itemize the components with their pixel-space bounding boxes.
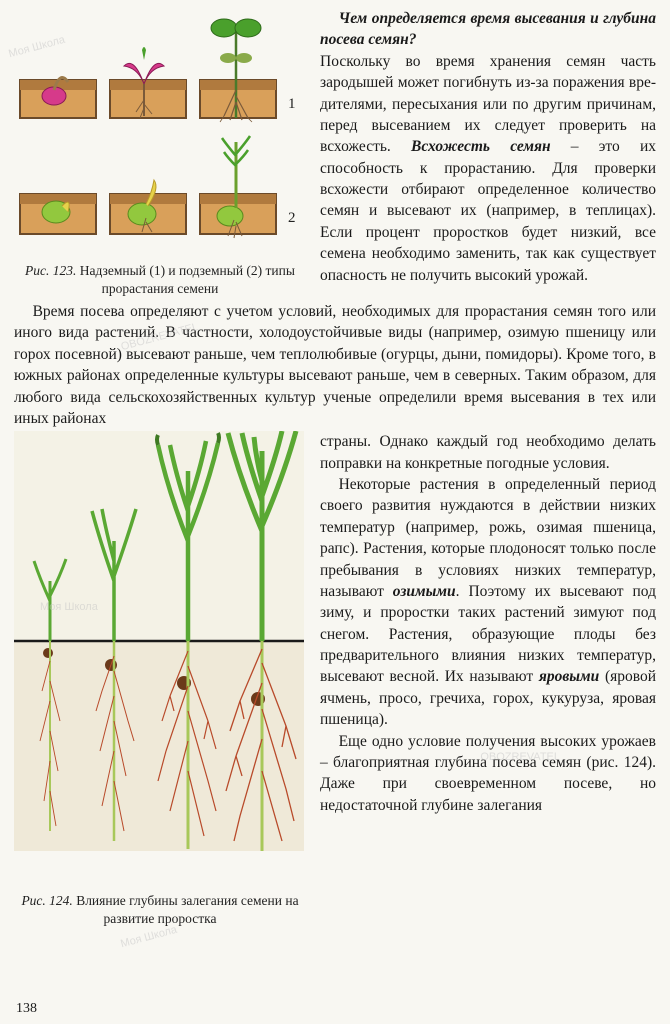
term-germination: Всхожесть семян [411,138,551,155]
fig123-illustration: 1 2 [14,8,304,256]
para4: Еще одно условие получения высоких урожа… [320,731,656,817]
top-right-text: Чем определяется время высе­вания и глуб… [320,8,656,297]
term-winter-crops: озимыми [393,583,456,600]
para3a: Некоторые растения в определен­ный перио… [320,476,656,600]
fig124-num: Рис. 124. [21,893,72,908]
term-spring-crops: яровыми [539,668,599,685]
svg-text:2: 2 [288,210,296,226]
fig123-num: Рис. 123. [25,263,76,278]
fig124-illustration [14,431,304,886]
figure-124: Рис. 124. Влияние глубины залега­ния сем… [14,431,306,927]
fig123-caption: Рис. 123. Надземный (1) и подземный (2) … [14,262,306,297]
svg-text:1: 1 [288,96,296,112]
para2-cont: страны. Однако каждый год необхо­димо де… [320,433,656,471]
fig124-caption: Рис. 124. Влияние глубины залега­ния сем… [14,892,306,927]
fig124-text: Влияние глубины залега­ния семени на раз… [73,893,299,926]
bottom-right-text: страны. Однако каждый год необхо­димо де… [320,431,656,927]
para3: Некоторые растения в определен­ный перио… [320,474,656,731]
page-number: 138 [16,999,37,1018]
fig123-text: Надземный (1) и подземный (2) типы прора… [76,263,295,296]
top-row: 1 2 [14,8,656,297]
section-heading: Чем определяется время высе­вания и глуб… [320,8,656,51]
bottom-row: Рис. 124. Влияние глубины залега­ния сем… [14,431,656,927]
para1c: – это их способность к прорастанию. Для … [320,138,656,283]
figure-123: 1 2 [14,8,306,297]
para2: Время посева определяют с учетом условий… [14,301,656,429]
